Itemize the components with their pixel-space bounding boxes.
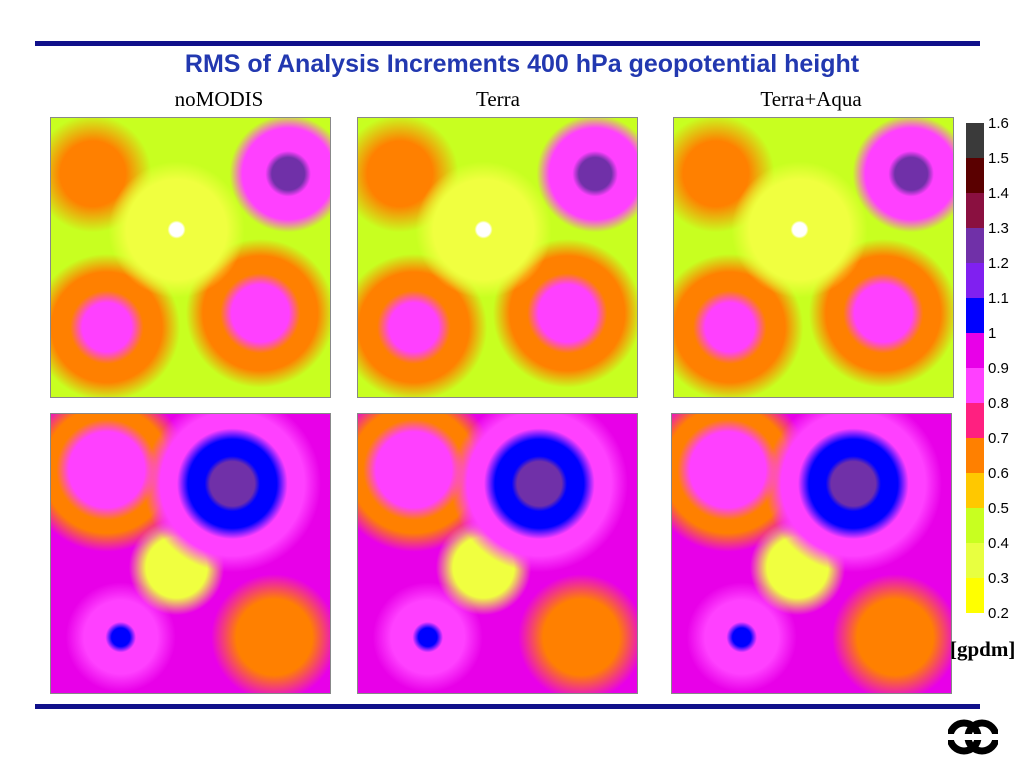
map-panel	[671, 413, 952, 694]
colorbar-swatch	[966, 228, 984, 263]
colorbar-swatch	[966, 263, 984, 298]
map-panel	[357, 413, 638, 694]
colorbar-label: 1.5	[988, 150, 1009, 167]
colorbar-label: 1.4	[988, 185, 1009, 202]
colorbar-label: 1.3	[988, 220, 1009, 237]
colorbar-swatch	[966, 158, 984, 193]
map-panel	[673, 117, 954, 398]
colorbar-label: 0.5	[988, 500, 1009, 517]
colorbar-swatch	[966, 438, 984, 473]
bottom-rule	[35, 704, 980, 709]
colorbar-unit: [gpdm]	[950, 637, 1016, 661]
map-panel	[357, 117, 638, 398]
colorbar-swatch	[966, 193, 984, 228]
colorbar-swatch	[966, 543, 984, 578]
colorbar-label: 1	[988, 325, 996, 342]
map-panel	[50, 413, 331, 694]
colorbar-swatch	[966, 368, 984, 403]
colorbar-label: 0.7	[988, 430, 1009, 447]
colorbar-label: 0.2	[988, 605, 1009, 622]
colorbar-label: 1.6	[988, 115, 1009, 132]
colorbar-swatch	[966, 333, 984, 368]
column-label: Terra+Aqua	[760, 87, 862, 111]
colorbar-swatch	[966, 473, 984, 508]
colorbar-label: 0.8	[988, 395, 1009, 412]
map-panel	[50, 117, 331, 398]
column-label: noMODIS	[174, 87, 264, 111]
colorbar-label: 0.6	[988, 465, 1009, 482]
column-label: Terra	[476, 87, 520, 111]
slide-title: RMS of Analysis Increments 400 hPa geopo…	[184, 50, 860, 78]
logo	[948, 719, 998, 755]
colorbar-label: 0.3	[988, 570, 1009, 587]
colorbar-label: 0.9	[988, 360, 1009, 377]
colorbar: 1.6 1.5 1.4 1.3 1.2 1.1 1 0.9 0.8 0.7 0.6 0.5 0.4 0.3…	[966, 115, 1009, 622]
colorbar-swatch	[966, 578, 984, 613]
colorbar-swatch	[966, 403, 984, 438]
colorbar-label: 1.1	[988, 290, 1009, 307]
top-rule	[35, 41, 980, 46]
colorbar-swatch	[966, 123, 984, 158]
colorbar-label: 0.4	[988, 535, 1009, 552]
colorbar-swatch	[966, 508, 984, 543]
colorbar-label: 1.2	[988, 255, 1009, 272]
colorbar-swatch	[966, 298, 984, 333]
